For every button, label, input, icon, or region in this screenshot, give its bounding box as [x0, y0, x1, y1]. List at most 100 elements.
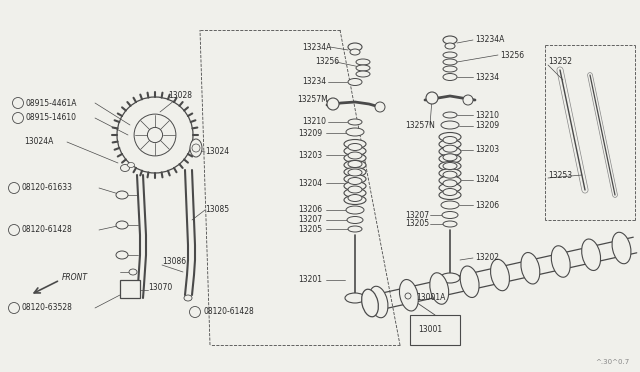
Ellipse shape	[190, 139, 202, 157]
Ellipse shape	[127, 163, 134, 167]
Text: 13203: 13203	[475, 145, 499, 154]
Text: 13252: 13252	[548, 58, 572, 67]
Text: 13028: 13028	[168, 90, 192, 99]
Text: 13207: 13207	[405, 211, 429, 219]
Circle shape	[426, 92, 438, 104]
Ellipse shape	[347, 217, 363, 224]
Bar	[410, 315, 460, 345]
Ellipse shape	[441, 201, 459, 209]
Text: 08120-63528: 08120-63528	[22, 304, 73, 312]
Ellipse shape	[443, 221, 457, 227]
Ellipse shape	[116, 191, 128, 199]
Ellipse shape	[344, 182, 366, 190]
Ellipse shape	[443, 36, 457, 44]
Ellipse shape	[362, 289, 378, 317]
Ellipse shape	[346, 128, 364, 136]
Ellipse shape	[344, 167, 366, 176]
Text: 13234: 13234	[475, 73, 499, 81]
Text: B: B	[12, 186, 17, 190]
Text: 13206: 13206	[475, 201, 499, 209]
Ellipse shape	[443, 112, 457, 118]
Ellipse shape	[439, 190, 461, 199]
Text: V: V	[15, 100, 20, 106]
Ellipse shape	[443, 74, 457, 80]
Ellipse shape	[344, 140, 366, 148]
Text: 13204: 13204	[475, 176, 499, 185]
Ellipse shape	[120, 164, 129, 171]
Ellipse shape	[350, 49, 360, 55]
Ellipse shape	[443, 137, 457, 144]
Ellipse shape	[439, 154, 461, 163]
Ellipse shape	[439, 147, 461, 156]
Ellipse shape	[184, 295, 192, 301]
Ellipse shape	[344, 174, 366, 183]
Text: 13024A: 13024A	[24, 138, 53, 147]
Text: 13207: 13207	[298, 215, 322, 224]
Text: 13210: 13210	[475, 110, 499, 119]
Text: ^.30^0.7: ^.30^0.7	[596, 359, 630, 365]
Text: 13001: 13001	[418, 326, 442, 334]
Ellipse shape	[348, 195, 362, 202]
Ellipse shape	[439, 169, 461, 178]
Ellipse shape	[551, 246, 570, 277]
Text: B: B	[12, 228, 17, 232]
Ellipse shape	[348, 152, 362, 159]
Text: 13209: 13209	[475, 122, 499, 131]
Ellipse shape	[443, 145, 457, 152]
Text: 13202: 13202	[475, 253, 499, 263]
Text: 08120-61428: 08120-61428	[22, 225, 73, 234]
Ellipse shape	[348, 226, 362, 232]
Ellipse shape	[348, 169, 362, 176]
Ellipse shape	[348, 78, 362, 86]
Ellipse shape	[443, 180, 457, 187]
Text: 08120-61633: 08120-61633	[22, 183, 73, 192]
Ellipse shape	[439, 161, 461, 170]
Circle shape	[327, 98, 339, 110]
Ellipse shape	[439, 176, 461, 185]
Circle shape	[8, 183, 19, 193]
Text: 13253: 13253	[548, 170, 572, 180]
Text: 08120-61428: 08120-61428	[203, 308, 253, 317]
Ellipse shape	[443, 66, 457, 72]
Circle shape	[147, 127, 163, 142]
Circle shape	[13, 112, 24, 124]
Ellipse shape	[460, 266, 479, 298]
Circle shape	[117, 97, 193, 173]
Circle shape	[134, 114, 176, 156]
Ellipse shape	[116, 251, 128, 259]
Text: 13234A: 13234A	[302, 42, 332, 51]
Circle shape	[405, 293, 411, 299]
Text: 13024: 13024	[205, 148, 229, 157]
Ellipse shape	[521, 253, 540, 284]
Text: B: B	[193, 310, 197, 314]
Ellipse shape	[356, 59, 370, 65]
Ellipse shape	[430, 273, 449, 304]
Text: V: V	[15, 115, 20, 121]
Ellipse shape	[348, 177, 362, 185]
Circle shape	[375, 102, 385, 112]
Text: 13206: 13206	[298, 205, 322, 215]
Ellipse shape	[129, 269, 137, 275]
Ellipse shape	[439, 132, 461, 141]
Ellipse shape	[439, 140, 461, 149]
Ellipse shape	[443, 163, 457, 170]
Text: B: B	[12, 305, 17, 311]
Ellipse shape	[356, 65, 370, 71]
Ellipse shape	[348, 144, 362, 151]
Text: 13234: 13234	[302, 77, 326, 87]
Ellipse shape	[369, 286, 388, 318]
Circle shape	[192, 144, 200, 152]
Ellipse shape	[443, 189, 457, 196]
Ellipse shape	[443, 171, 457, 178]
Ellipse shape	[439, 183, 461, 192]
Ellipse shape	[612, 232, 631, 264]
Text: 13256: 13256	[500, 51, 524, 60]
Text: 13210: 13210	[302, 118, 326, 126]
Text: 13205: 13205	[298, 224, 322, 234]
Text: 13205: 13205	[405, 219, 429, 228]
Ellipse shape	[440, 273, 460, 283]
Text: 13086: 13086	[162, 257, 186, 266]
Text: 08915-4461A: 08915-4461A	[26, 99, 77, 108]
Text: 13234A: 13234A	[475, 35, 504, 45]
Text: 13256: 13256	[315, 58, 339, 67]
